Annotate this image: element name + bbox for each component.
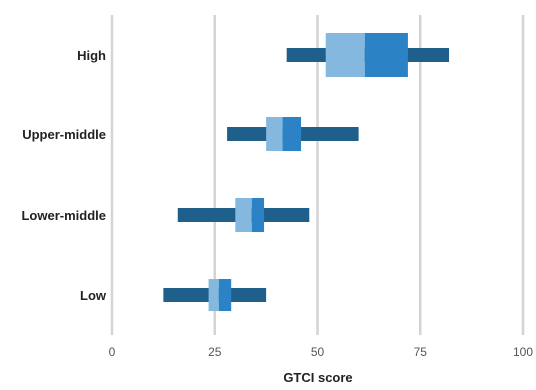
box-lower-low <box>209 279 219 311</box>
box-lower-upper-middle <box>266 117 282 151</box>
box-lower-lower-middle <box>235 198 251 232</box>
box-upper-upper-middle <box>283 117 301 151</box>
box-layer <box>163 33 449 311</box>
box-upper-low <box>219 279 231 311</box>
label-layer: 0 25 50 75 100 High Upper-middle Lower-middle Lo… <box>21 48 533 359</box>
x-axis-title: GTCI score <box>283 370 352 385</box>
x-tick-label-100: 100 <box>513 345 533 359</box>
box-upper-high <box>365 33 408 77</box>
box-lower-high <box>326 33 365 77</box>
category-label-lower-middle: Lower-middle <box>21 208 106 223</box>
category-label-high: High <box>77 48 106 63</box>
x-tick-label-50: 50 <box>311 345 325 359</box>
x-tick-label-25: 25 <box>208 345 222 359</box>
grid-layer <box>112 15 523 335</box>
box-upper-lower-middle <box>252 198 264 232</box>
category-label-upper-middle: Upper-middle <box>22 127 106 142</box>
x-tick-label-75: 75 <box>414 345 428 359</box>
category-label-low: Low <box>80 288 107 303</box>
x-tick-label-0: 0 <box>109 345 116 359</box>
